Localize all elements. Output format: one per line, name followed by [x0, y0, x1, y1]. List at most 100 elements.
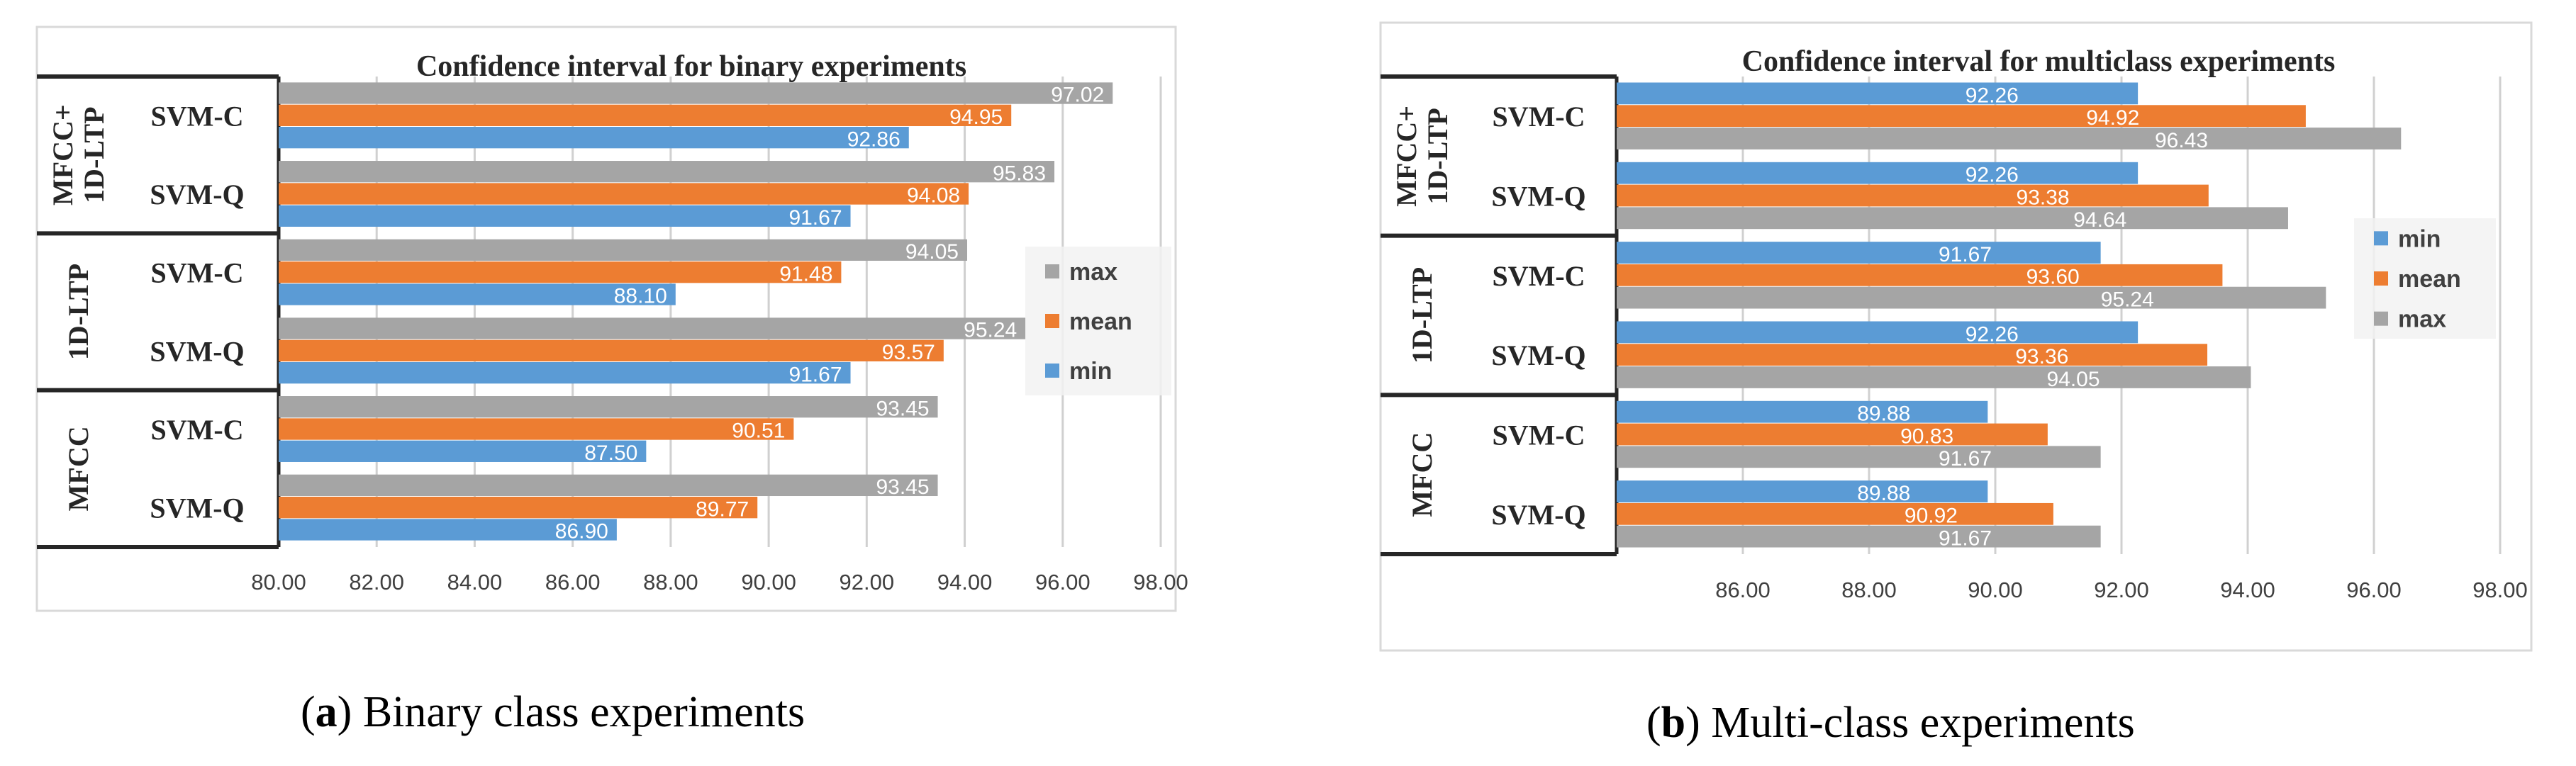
- data-label: 94.92: [2086, 106, 2139, 130]
- bar-min: [1617, 321, 2139, 344]
- bar-min: [279, 361, 851, 384]
- legend: min mean max: [2354, 218, 2496, 339]
- data-label: 91.67: [788, 206, 842, 230]
- x-tick-label: 96.00: [1035, 570, 1091, 595]
- bar-min: [279, 283, 676, 305]
- x-tick-label: 88.00: [643, 570, 698, 595]
- bar-min: [1617, 162, 2139, 184]
- data-label: 90.83: [1900, 424, 1953, 448]
- bar-min: [1617, 82, 2139, 105]
- category-label: SVM-C: [150, 257, 243, 289]
- data-label: 89.77: [696, 497, 749, 521]
- data-label: 89.88: [1857, 482, 1910, 505]
- x-tick-label: 92.00: [840, 570, 895, 595]
- data-label: 90.92: [1905, 505, 1958, 528]
- data-label: 91.67: [1939, 527, 1992, 551]
- chart-multiclass: 86.00 88.00 90.00 92.00 94.00 96.00 98.00 Confi…: [1379, 21, 2533, 652]
- data-label: 90.51: [732, 419, 785, 443]
- x-tick-label: 90.00: [741, 570, 796, 595]
- caption-b-text: Multi-class experiments: [1700, 699, 2135, 747]
- group-label-line: 1D-LTP: [78, 107, 110, 203]
- bar-mean: [279, 261, 842, 283]
- bar-max: [1617, 286, 2326, 309]
- group-label-line: MFCC: [62, 426, 94, 511]
- bar-mean: [1617, 184, 2209, 207]
- bar-mean: [279, 183, 969, 205]
- group-label: 1D-LTP: [62, 264, 94, 360]
- caption-a-text: Binary class experiments: [352, 688, 805, 736]
- bar-max: [279, 161, 1055, 183]
- bar-max: [279, 317, 1026, 339]
- data-label: 86.90: [555, 520, 608, 543]
- data-label: 93.57: [882, 341, 935, 364]
- data-label: 94.05: [2046, 368, 2100, 391]
- data-label: 91.67: [1939, 447, 1992, 471]
- bar-mean: [279, 497, 758, 519]
- x-tick-label: 96.00: [2346, 578, 2402, 602]
- caption-a: (a) Binary class experiments: [301, 688, 805, 736]
- data-label: 94.05: [905, 240, 959, 264]
- bar-max: [1617, 366, 2251, 388]
- group-label: MFCC+1D-LTP: [1390, 106, 1454, 207]
- category-label: SVM-Q: [1491, 499, 1585, 531]
- group-label: MFCC+1D-LTP: [47, 104, 110, 205]
- data-label: 95.83: [993, 162, 1046, 185]
- bar-min: [1617, 242, 2101, 264]
- category-label: SVM-Q: [150, 335, 244, 367]
- category-label: SVM-Q: [150, 179, 244, 210]
- x-tick-label: 88.00: [1841, 578, 1897, 602]
- bar-mean: [1617, 423, 2048, 446]
- group-label-line: MFCC+: [1390, 106, 1422, 207]
- bar-max: [1617, 525, 2101, 548]
- data-label: 95.24: [964, 319, 1017, 342]
- category-label: SVM-Q: [150, 492, 244, 524]
- chart-title: Confidence interval for multiclass exper…: [1742, 45, 2336, 78]
- data-label: 92.26: [1966, 164, 2019, 187]
- legend-swatch-mean: [1045, 314, 1059, 328]
- bar-min: [279, 205, 851, 227]
- data-label: 94.08: [907, 184, 960, 208]
- data-label: 94.95: [949, 106, 1003, 129]
- group-label-line: 1D-LTP: [1422, 108, 1454, 204]
- data-label: 96.43: [2155, 129, 2208, 152]
- x-tick-label: 94.00: [937, 570, 993, 595]
- x-tick-label: 90.00: [1968, 578, 2023, 602]
- category-label: SVM-Q: [1491, 181, 1585, 213]
- data-label: 91.67: [788, 363, 842, 386]
- data-label: 87.50: [584, 441, 637, 465]
- legend-label-mean: mean: [1069, 308, 1132, 335]
- x-tick-label: 92.00: [2094, 578, 2149, 602]
- bar-min: [279, 126, 909, 149]
- bar-max: [279, 474, 938, 497]
- category-label: SVM-C: [1492, 101, 1585, 133]
- x-tick-label: 82.00: [349, 570, 404, 595]
- group-label-line: 1D-LTP: [1406, 267, 1438, 364]
- bar-min: [279, 519, 617, 541]
- x-tick-label: 86.00: [545, 570, 601, 595]
- category-label: SVM-C: [1492, 419, 1585, 451]
- data-label: 92.26: [1966, 322, 2019, 346]
- bar-mean: [1617, 105, 2306, 128]
- bar-mean: [279, 104, 1012, 126]
- data-label: 95.24: [2101, 288, 2154, 312]
- caption-b: (b) Multi-class experiments: [1646, 699, 2135, 747]
- bar-mean: [279, 418, 794, 440]
- data-label: 88.10: [614, 285, 667, 308]
- bar-min: [1617, 400, 1988, 423]
- legend-label-min: min: [2398, 225, 2441, 252]
- x-tick-label: 84.00: [447, 570, 503, 595]
- bar-max: [279, 82, 1113, 104]
- x-tick-label: 86.00: [1715, 578, 1771, 602]
- category-label: SVM-Q: [1491, 339, 1585, 371]
- category-label: SVM-C: [150, 414, 243, 446]
- data-label: 93.38: [2017, 186, 2070, 209]
- data-label: 92.26: [1966, 84, 2019, 107]
- group-label-line: 1D-LTP: [62, 264, 94, 360]
- data-label: 92.86: [847, 128, 901, 151]
- x-tick-label: 98.00: [2472, 578, 2528, 602]
- bar-max: [1617, 207, 2288, 230]
- data-label: 93.45: [876, 475, 929, 499]
- group-label-line: MFCC+: [47, 104, 79, 205]
- group-label: MFCC: [1406, 432, 1438, 517]
- data-label: 89.88: [1857, 402, 1910, 426]
